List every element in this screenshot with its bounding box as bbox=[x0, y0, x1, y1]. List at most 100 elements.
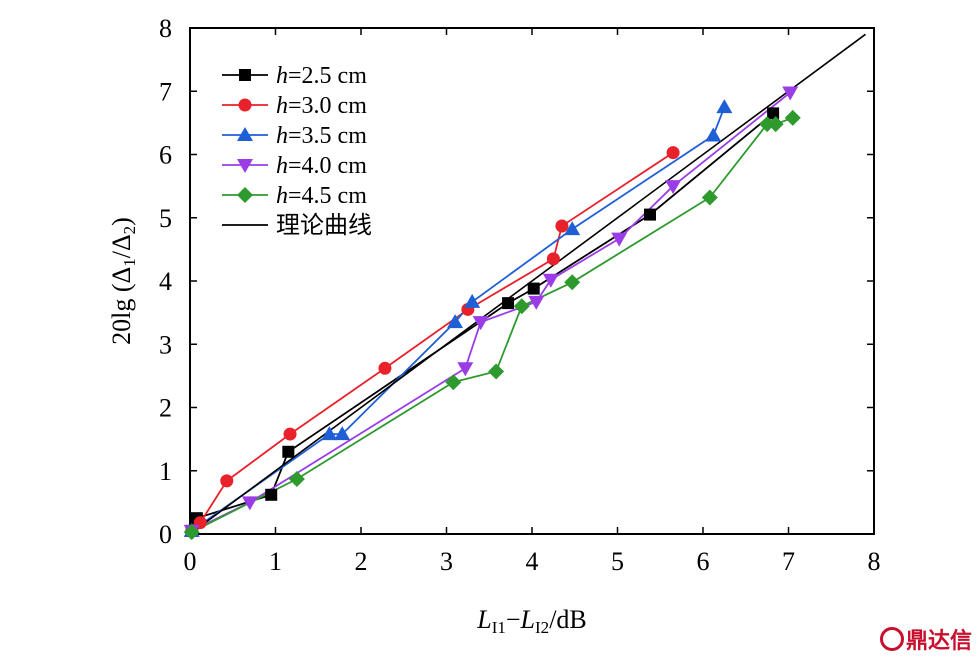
data-point bbox=[528, 295, 545, 310]
x-tick-label: 2 bbox=[355, 547, 368, 576]
y-axis-title-pre: 20lg (Δ bbox=[107, 267, 136, 345]
legend-label: 理论曲线 bbox=[276, 212, 372, 239]
series-points-4 bbox=[183, 109, 801, 541]
data-point bbox=[183, 524, 200, 541]
legend-label: h=4.5 cm bbox=[276, 183, 367, 209]
legend-entry-4: h=4.5 cm bbox=[222, 183, 367, 209]
x-tick-label: 1 bbox=[269, 547, 282, 576]
data-point bbox=[705, 127, 722, 142]
legend: h=2.5 cmh=3.0 cmh=3.5 cmh=4.0 cmh=4.5 cm… bbox=[222, 63, 372, 239]
y-tick-label: 7 bbox=[159, 77, 172, 106]
data-point bbox=[321, 426, 338, 441]
data-point bbox=[288, 470, 305, 487]
series-points-1 bbox=[185, 146, 680, 538]
legend-entry-0: h=2.5 cm bbox=[222, 63, 367, 89]
data-point bbox=[502, 297, 515, 310]
legend-label-var: h bbox=[276, 93, 288, 119]
x-axis-title: LI1−LI2/dB bbox=[476, 605, 587, 637]
x-tick-label: 5 bbox=[611, 547, 624, 576]
data-point bbox=[767, 116, 784, 133]
data-point bbox=[283, 427, 297, 441]
legend-label-text: =3.0 cm bbox=[288, 93, 367, 119]
data-point bbox=[282, 445, 295, 458]
y-tick-label: 8 bbox=[159, 14, 172, 43]
legend-marker bbox=[237, 127, 253, 141]
legend-label: h=3.5 cm bbox=[276, 123, 367, 149]
legend-label-text: =2.5 cm bbox=[288, 63, 367, 89]
series-markers bbox=[183, 86, 801, 541]
legend-entry-1: h=3.0 cm bbox=[222, 93, 367, 119]
data-point bbox=[666, 146, 680, 160]
data-point bbox=[488, 363, 505, 380]
data-point bbox=[241, 496, 258, 511]
legend-label-text: =3.5 cm bbox=[288, 123, 367, 149]
data-point bbox=[445, 374, 462, 391]
data-point bbox=[447, 314, 464, 329]
data-point bbox=[665, 180, 682, 195]
data-point bbox=[378, 361, 392, 375]
series-points-3 bbox=[183, 86, 799, 539]
y-tick-label: 5 bbox=[159, 204, 172, 233]
x-axis-title-main1: L bbox=[476, 605, 491, 634]
data-point bbox=[782, 86, 799, 101]
data-point bbox=[513, 298, 530, 315]
y-axis-title-sub2: 2 bbox=[120, 226, 139, 235]
x-tick-label: 6 bbox=[697, 547, 710, 576]
x-tick-label: 7 bbox=[782, 547, 795, 576]
data-point bbox=[611, 232, 628, 247]
x-axis-title-sub1: I1 bbox=[492, 618, 506, 637]
data-point bbox=[767, 107, 780, 120]
data-point bbox=[265, 488, 278, 501]
legend-label-text: =4.5 cm bbox=[288, 183, 367, 209]
data-point bbox=[220, 474, 234, 488]
data-point bbox=[472, 316, 489, 331]
x-axis-title-main2: L bbox=[520, 605, 535, 634]
x-tick-label: 4 bbox=[526, 547, 539, 576]
legend-entry-3: h=4.0 cm bbox=[222, 153, 367, 179]
legend-label-text: =4.0 cm bbox=[288, 153, 367, 179]
legend-label-var: h bbox=[276, 123, 288, 149]
y-axis-title-mid: /Δ bbox=[107, 234, 136, 258]
legend-entry-5: 理论曲线 bbox=[222, 212, 372, 239]
data-point bbox=[564, 274, 581, 291]
x-tick-label: 0 bbox=[184, 547, 197, 576]
legend-label-var: h bbox=[276, 153, 288, 179]
y-tick-label: 6 bbox=[159, 141, 172, 170]
legend-label-var: h bbox=[276, 183, 288, 209]
data-point bbox=[701, 189, 718, 206]
x-tick-label: 3 bbox=[440, 547, 453, 576]
data-point bbox=[759, 116, 776, 133]
y-tick-label: 2 bbox=[159, 394, 172, 423]
axis-ticks: 0 1 2 3 4 5 6 7 8 0 1 2 3 4 5 6 7 8 bbox=[159, 14, 881, 576]
legend-label: h=3.0 cm bbox=[276, 93, 367, 119]
legend-marker bbox=[237, 187, 253, 203]
legend-entry-2: h=3.5 cm bbox=[222, 123, 367, 149]
legend-label-var: h bbox=[276, 63, 288, 89]
x-axis-title-dash: − bbox=[506, 605, 521, 634]
data-point bbox=[555, 219, 569, 233]
watermark: 鼎达信 bbox=[879, 623, 972, 655]
y-tick-label: 1 bbox=[159, 457, 172, 486]
data-point bbox=[716, 99, 733, 114]
legend-label-text: 理论曲线 bbox=[276, 212, 372, 239]
data-point bbox=[546, 252, 560, 266]
x-tick-label: 8 bbox=[868, 547, 881, 576]
data-point bbox=[784, 109, 801, 126]
y-tick-label: 3 bbox=[159, 330, 172, 359]
watermark-text: 鼎达信 bbox=[905, 629, 972, 654]
legend-marker bbox=[237, 159, 253, 173]
legend-marker bbox=[239, 69, 251, 81]
series-points-2 bbox=[183, 99, 733, 537]
y-tick-label: 4 bbox=[159, 267, 172, 296]
data-point bbox=[457, 362, 474, 377]
data-point bbox=[564, 221, 581, 236]
y-tick-label: 0 bbox=[159, 520, 172, 549]
y-axis-title: 20lg (Δ1/Δ2) bbox=[107, 217, 139, 345]
data-point bbox=[464, 293, 481, 308]
data-point bbox=[643, 208, 656, 221]
y-axis-title-sub1: 1 bbox=[120, 258, 139, 267]
data-point bbox=[542, 273, 559, 288]
legend-label: h=4.0 cm bbox=[276, 153, 367, 179]
legend-label: h=2.5 cm bbox=[276, 63, 367, 89]
